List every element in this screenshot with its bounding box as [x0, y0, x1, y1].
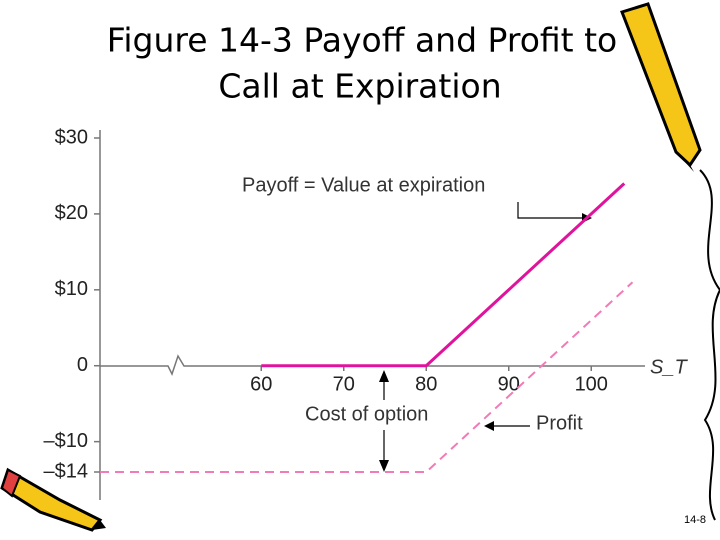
title-line: Figure 14-3 Payoff and Profit to	[107, 21, 618, 60]
y-tick-label: –$14	[44, 460, 89, 482]
y-tick-label: –$10	[44, 430, 89, 452]
series-line	[220, 281, 634, 473]
x-tick-label: 90	[498, 373, 520, 395]
x-tick-label: 60	[250, 373, 272, 395]
arrow-head	[379, 460, 389, 472]
title-line: Call at Expiration	[218, 67, 501, 106]
annotation: Payoff = Value at expiration	[242, 174, 485, 196]
y-tick-label: 0	[77, 354, 88, 376]
arrow	[517, 202, 582, 219]
arrow-head	[379, 370, 389, 382]
x-tick-label: 70	[333, 373, 355, 395]
series-line	[261, 182, 626, 368]
x-tick-label: 80	[415, 373, 437, 395]
y-tick-label: $30	[55, 126, 88, 148]
page-number: 14-8	[684, 514, 706, 526]
y-tick-label: $20	[55, 202, 88, 224]
x-axis-label: S_T	[650, 356, 688, 378]
arrow-head	[484, 421, 494, 431]
x-tick-label: 100	[575, 373, 608, 395]
annotation: Profit	[536, 412, 583, 434]
y-tick-label: $10	[55, 278, 88, 300]
annotation: Cost of option	[305, 403, 428, 425]
